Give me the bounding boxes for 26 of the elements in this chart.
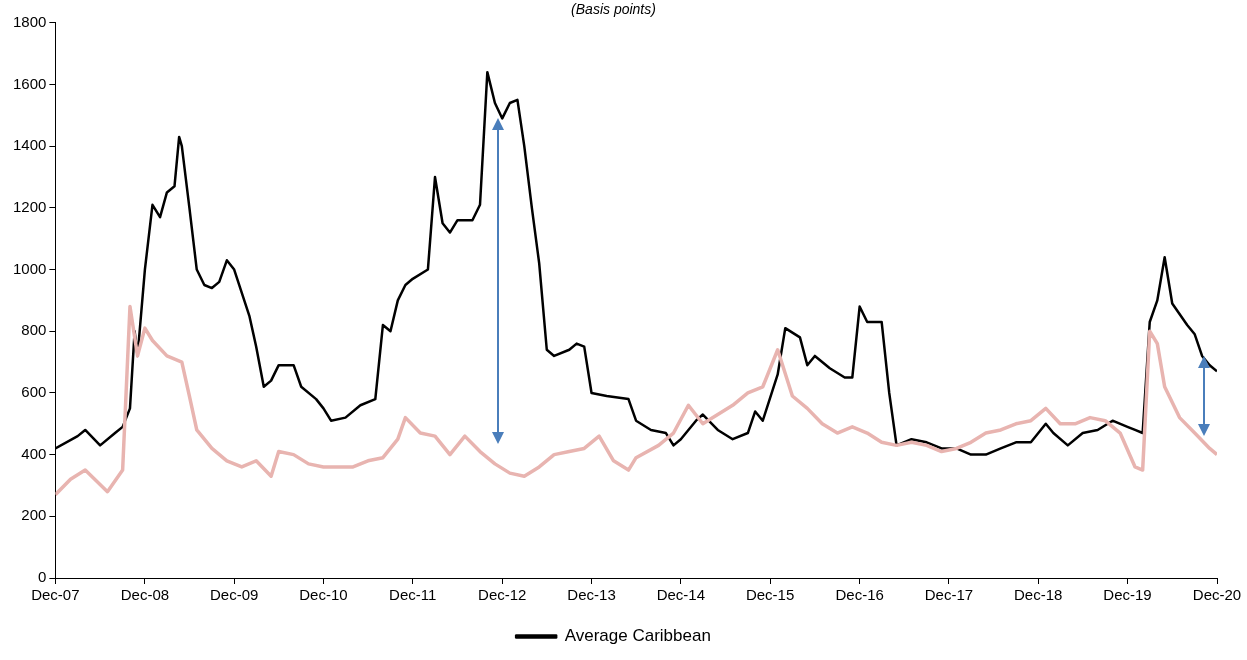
x-tick-label: Dec-08 bbox=[120, 586, 170, 604]
y-tick-label: 1600 bbox=[12, 74, 47, 92]
x-tick-label: Dec-10 bbox=[299, 586, 348, 604]
y-tick-label: 1000 bbox=[12, 259, 47, 277]
legend-label: Average Caribbean bbox=[564, 626, 711, 646]
x-tick-label: Dec-16 bbox=[835, 586, 884, 604]
x-tick-label: Dec-19 bbox=[1103, 586, 1152, 604]
x-tick-label: Dec-18 bbox=[1014, 586, 1063, 604]
x-tick-label: Dec-12 bbox=[478, 586, 527, 604]
y-tick-label: 800 bbox=[21, 321, 47, 339]
y-tick-label: 400 bbox=[21, 444, 47, 462]
y-tick-label: 1200 bbox=[12, 198, 47, 216]
y-tick-label: 1800 bbox=[12, 12, 47, 30]
x-tick-label: Dec-20 bbox=[1192, 586, 1242, 604]
x-tick-label: Dec-15 bbox=[745, 586, 795, 604]
y-tick-label: 1400 bbox=[12, 136, 47, 154]
y-tick-label: 200 bbox=[21, 506, 47, 524]
x-tick-label: Dec-11 bbox=[389, 586, 437, 604]
x-tick-label: Dec-14 bbox=[656, 586, 705, 604]
y-tick-label: 600 bbox=[21, 383, 47, 401]
x-tick-label: Dec-17 bbox=[924, 586, 974, 604]
y-tick-label: 0 bbox=[38, 568, 47, 586]
x-tick-label: Dec-09 bbox=[210, 586, 259, 604]
x-tick-label: Dec-07 bbox=[31, 586, 80, 604]
chart-title: (Basis points) bbox=[571, 1, 656, 18]
x-tick-label: Dec-13 bbox=[567, 586, 616, 604]
